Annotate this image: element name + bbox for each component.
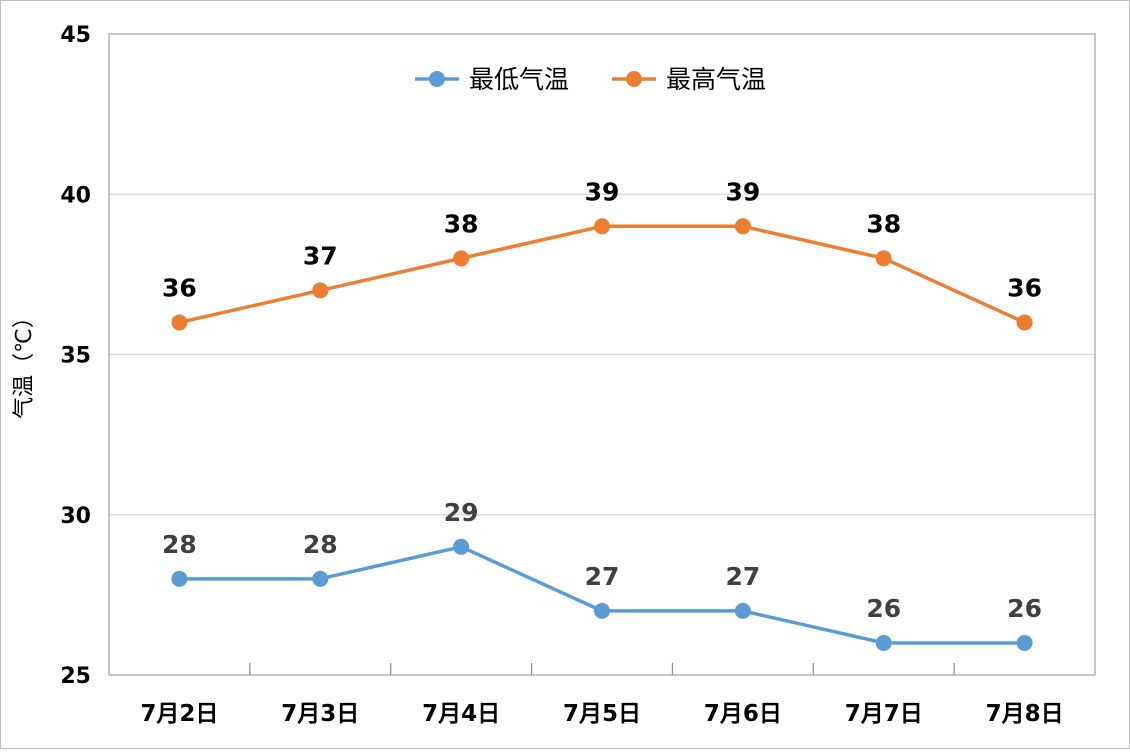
data-label: 36: [1007, 273, 1042, 302]
data-label: 27: [725, 562, 760, 591]
data-point: [171, 570, 188, 587]
y-tick-label: 45: [60, 23, 91, 48]
legend-label: 最低气温: [469, 65, 569, 94]
data-point: [594, 218, 610, 235]
legend-item: 最低气温: [415, 65, 569, 94]
legend-marker: [429, 71, 445, 87]
data-point: [734, 602, 751, 619]
x-tick-label: 7月6日: [704, 701, 782, 727]
x-tick-label: 7月7日: [845, 701, 923, 727]
legend-label: 最高气温: [666, 65, 766, 94]
legend-item: 最高气温: [612, 65, 766, 94]
data-label: 28: [162, 530, 197, 559]
data-label: 26: [1007, 594, 1042, 623]
x-tick-label: 7月3日: [281, 701, 359, 727]
data-label: 38: [444, 209, 479, 238]
data-point: [312, 570, 329, 587]
data-label: 39: [725, 177, 760, 206]
y-tick-label: 35: [60, 344, 91, 369]
data-point: [1016, 634, 1033, 651]
data-label: 37: [303, 241, 338, 270]
x-tick-label: 7月5日: [563, 701, 641, 727]
data-label: 27: [585, 562, 620, 591]
legend: 最低气温 最高气温: [415, 65, 766, 94]
data-point: [734, 218, 751, 235]
data-point: [453, 250, 470, 267]
data-label: 39: [585, 177, 620, 206]
legend-marker: [626, 71, 642, 87]
data-point: [875, 250, 892, 267]
series-2: 36 37 38 39 39 38 36: [162, 177, 1042, 331]
data-label: 29: [444, 498, 479, 527]
plot-area-border: [108, 33, 1096, 676]
data-point: [1016, 314, 1033, 331]
series-1: 28 28 29 27 27 26 26: [162, 498, 1042, 651]
x-tick-label: 7月8日: [986, 701, 1064, 727]
data-point: [875, 634, 892, 651]
data-point: [171, 314, 188, 331]
y-axis-ticks: 25 30 35 40 45: [60, 23, 91, 689]
data-point: [312, 282, 329, 299]
y-tick-label: 25: [60, 664, 91, 689]
data-label: 26: [866, 594, 901, 623]
data-label: 28: [303, 530, 338, 559]
y-tick-label: 30: [60, 504, 91, 529]
x-tick-label: 7月2日: [140, 701, 218, 727]
data-point: [594, 602, 610, 619]
y-tick-label: 40: [60, 183, 91, 208]
x-axis-ticks: 7月2日 7月3日 7月4日 7月5日 7月6日 7月7日 7月8日: [140, 663, 1064, 727]
gridlines: [109, 193, 1095, 516]
x-tick-label: 7月4日: [422, 701, 500, 727]
data-label: 36: [162, 273, 197, 302]
data-label: 38: [866, 209, 901, 238]
series-layer: 28 28 29 27 27 26 26 36 37 38 39 39 38 36: [162, 177, 1042, 651]
data-point: [453, 538, 470, 555]
y-axis-label: 气温（℃）: [12, 306, 37, 419]
